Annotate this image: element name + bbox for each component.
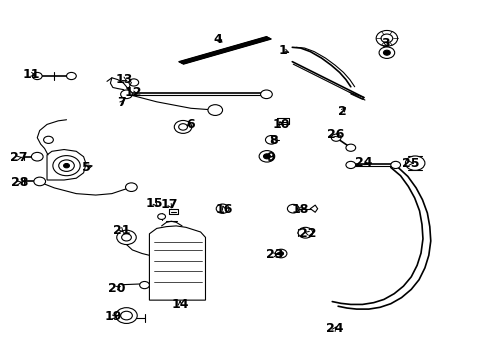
Circle shape	[140, 282, 149, 289]
Circle shape	[207, 105, 222, 116]
Circle shape	[122, 234, 131, 241]
Text: 22: 22	[299, 226, 316, 239]
Circle shape	[345, 144, 355, 151]
Circle shape	[125, 183, 137, 192]
Text: 6: 6	[186, 118, 195, 131]
Circle shape	[43, 136, 53, 143]
Circle shape	[263, 154, 270, 159]
Circle shape	[383, 50, 389, 55]
Text: 17: 17	[161, 198, 178, 211]
Circle shape	[298, 227, 312, 238]
Circle shape	[117, 230, 136, 244]
Circle shape	[260, 90, 272, 99]
Circle shape	[121, 311, 132, 320]
Text: 21: 21	[113, 224, 130, 237]
Circle shape	[330, 134, 340, 141]
Text: 23: 23	[265, 248, 283, 261]
Text: 8: 8	[269, 134, 278, 147]
Text: 24: 24	[354, 156, 372, 169]
Text: 7: 7	[117, 96, 126, 109]
Text: 16: 16	[215, 203, 232, 216]
Text: 19: 19	[104, 310, 122, 324]
Circle shape	[158, 214, 165, 220]
Polygon shape	[149, 226, 205, 300]
Text: 12: 12	[124, 86, 142, 99]
Circle shape	[216, 204, 228, 213]
Text: 24: 24	[325, 322, 343, 335]
Polygon shape	[47, 149, 86, 180]
Text: 15: 15	[146, 197, 163, 210]
Text: 4: 4	[213, 32, 222, 46]
Text: 10: 10	[272, 118, 289, 131]
Text: 13: 13	[116, 73, 133, 86]
Circle shape	[121, 90, 132, 99]
Text: 9: 9	[265, 151, 274, 164]
Circle shape	[405, 156, 424, 170]
Text: 18: 18	[291, 203, 308, 216]
Text: 26: 26	[326, 128, 343, 141]
Text: 2: 2	[337, 105, 346, 118]
Text: 20: 20	[107, 282, 125, 295]
Circle shape	[116, 308, 137, 323]
Text: 25: 25	[401, 157, 418, 170]
Text: 5: 5	[81, 161, 90, 174]
Text: 3: 3	[381, 36, 389, 50]
Circle shape	[31, 152, 43, 161]
Circle shape	[66, 72, 76, 80]
Circle shape	[32, 72, 42, 80]
Text: 14: 14	[171, 298, 188, 311]
Circle shape	[265, 135, 277, 144]
Text: 1: 1	[278, 44, 286, 57]
Circle shape	[287, 204, 299, 213]
Polygon shape	[178, 37, 271, 64]
Circle shape	[278, 252, 283, 255]
Text: 27: 27	[10, 151, 28, 164]
Circle shape	[63, 163, 69, 168]
Circle shape	[345, 161, 355, 168]
Circle shape	[390, 161, 400, 168]
Circle shape	[34, 177, 45, 186]
Text: 11: 11	[22, 68, 40, 81]
Text: 28: 28	[11, 176, 28, 189]
